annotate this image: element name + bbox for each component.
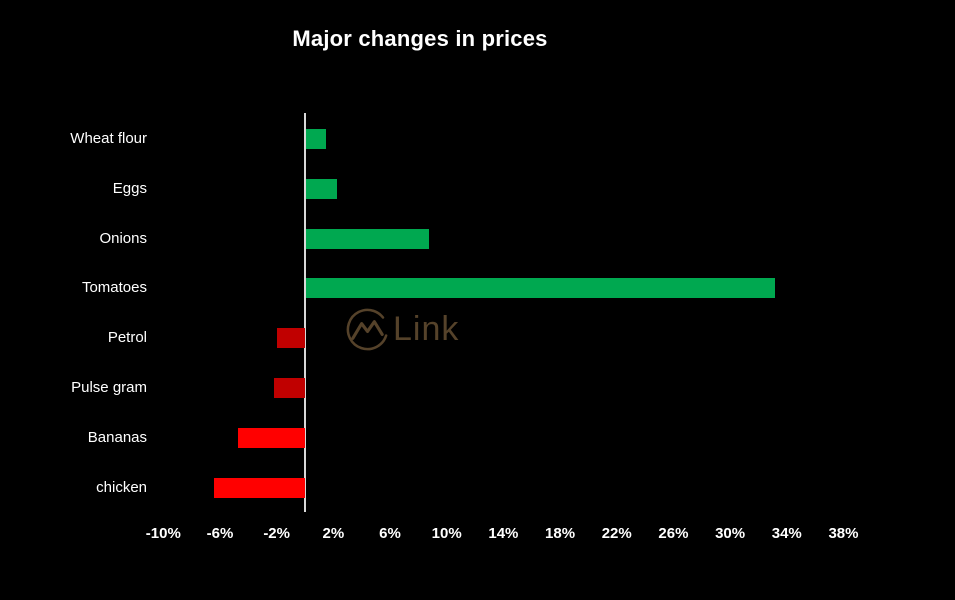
bar-onions [306, 228, 430, 249]
bar-tomatoes [306, 278, 776, 299]
category-label: Petrol [107, 329, 147, 347]
x-tick-label: 6% [379, 525, 401, 542]
x-tick-label: -10% [145, 525, 181, 542]
x-tick-label: 26% [658, 525, 689, 542]
x-tick-label: 30% [715, 525, 746, 542]
value-axis-line [304, 113, 306, 512]
category-label: Tomatoes [81, 279, 147, 297]
x-tick-label: 18% [545, 525, 576, 542]
bar-eggs [306, 178, 338, 199]
bar-bananas [238, 427, 305, 448]
bar-wheat-flour [306, 129, 326, 149]
category-label: Onions [99, 229, 147, 247]
category-label: chicken [96, 478, 147, 496]
x-tick-label: 22% [601, 525, 632, 542]
x-tick-label: 34% [771, 525, 802, 542]
mlink-logo-icon [344, 306, 391, 353]
category-label: Bananas [87, 428, 147, 446]
x-tick-label: 38% [828, 525, 859, 542]
bar-pulse-gram [273, 378, 305, 398]
category-label: Eggs [112, 179, 147, 197]
x-tick-label: 2% [322, 525, 345, 542]
category-label: Wheat flour [70, 130, 147, 147]
x-tick-label: -2% [263, 525, 290, 542]
category-label: Pulse gram [71, 379, 147, 396]
x-tick-label: 10% [431, 525, 462, 542]
watermark-text: Link [393, 310, 460, 348]
chart-title: Major changes in prices [292, 26, 548, 51]
x-tick-label: 14% [488, 525, 519, 542]
bar-petrol [276, 328, 305, 349]
bar-chicken [214, 477, 305, 498]
watermark: Link [344, 306, 459, 353]
x-tick-label: -6% [206, 525, 234, 542]
